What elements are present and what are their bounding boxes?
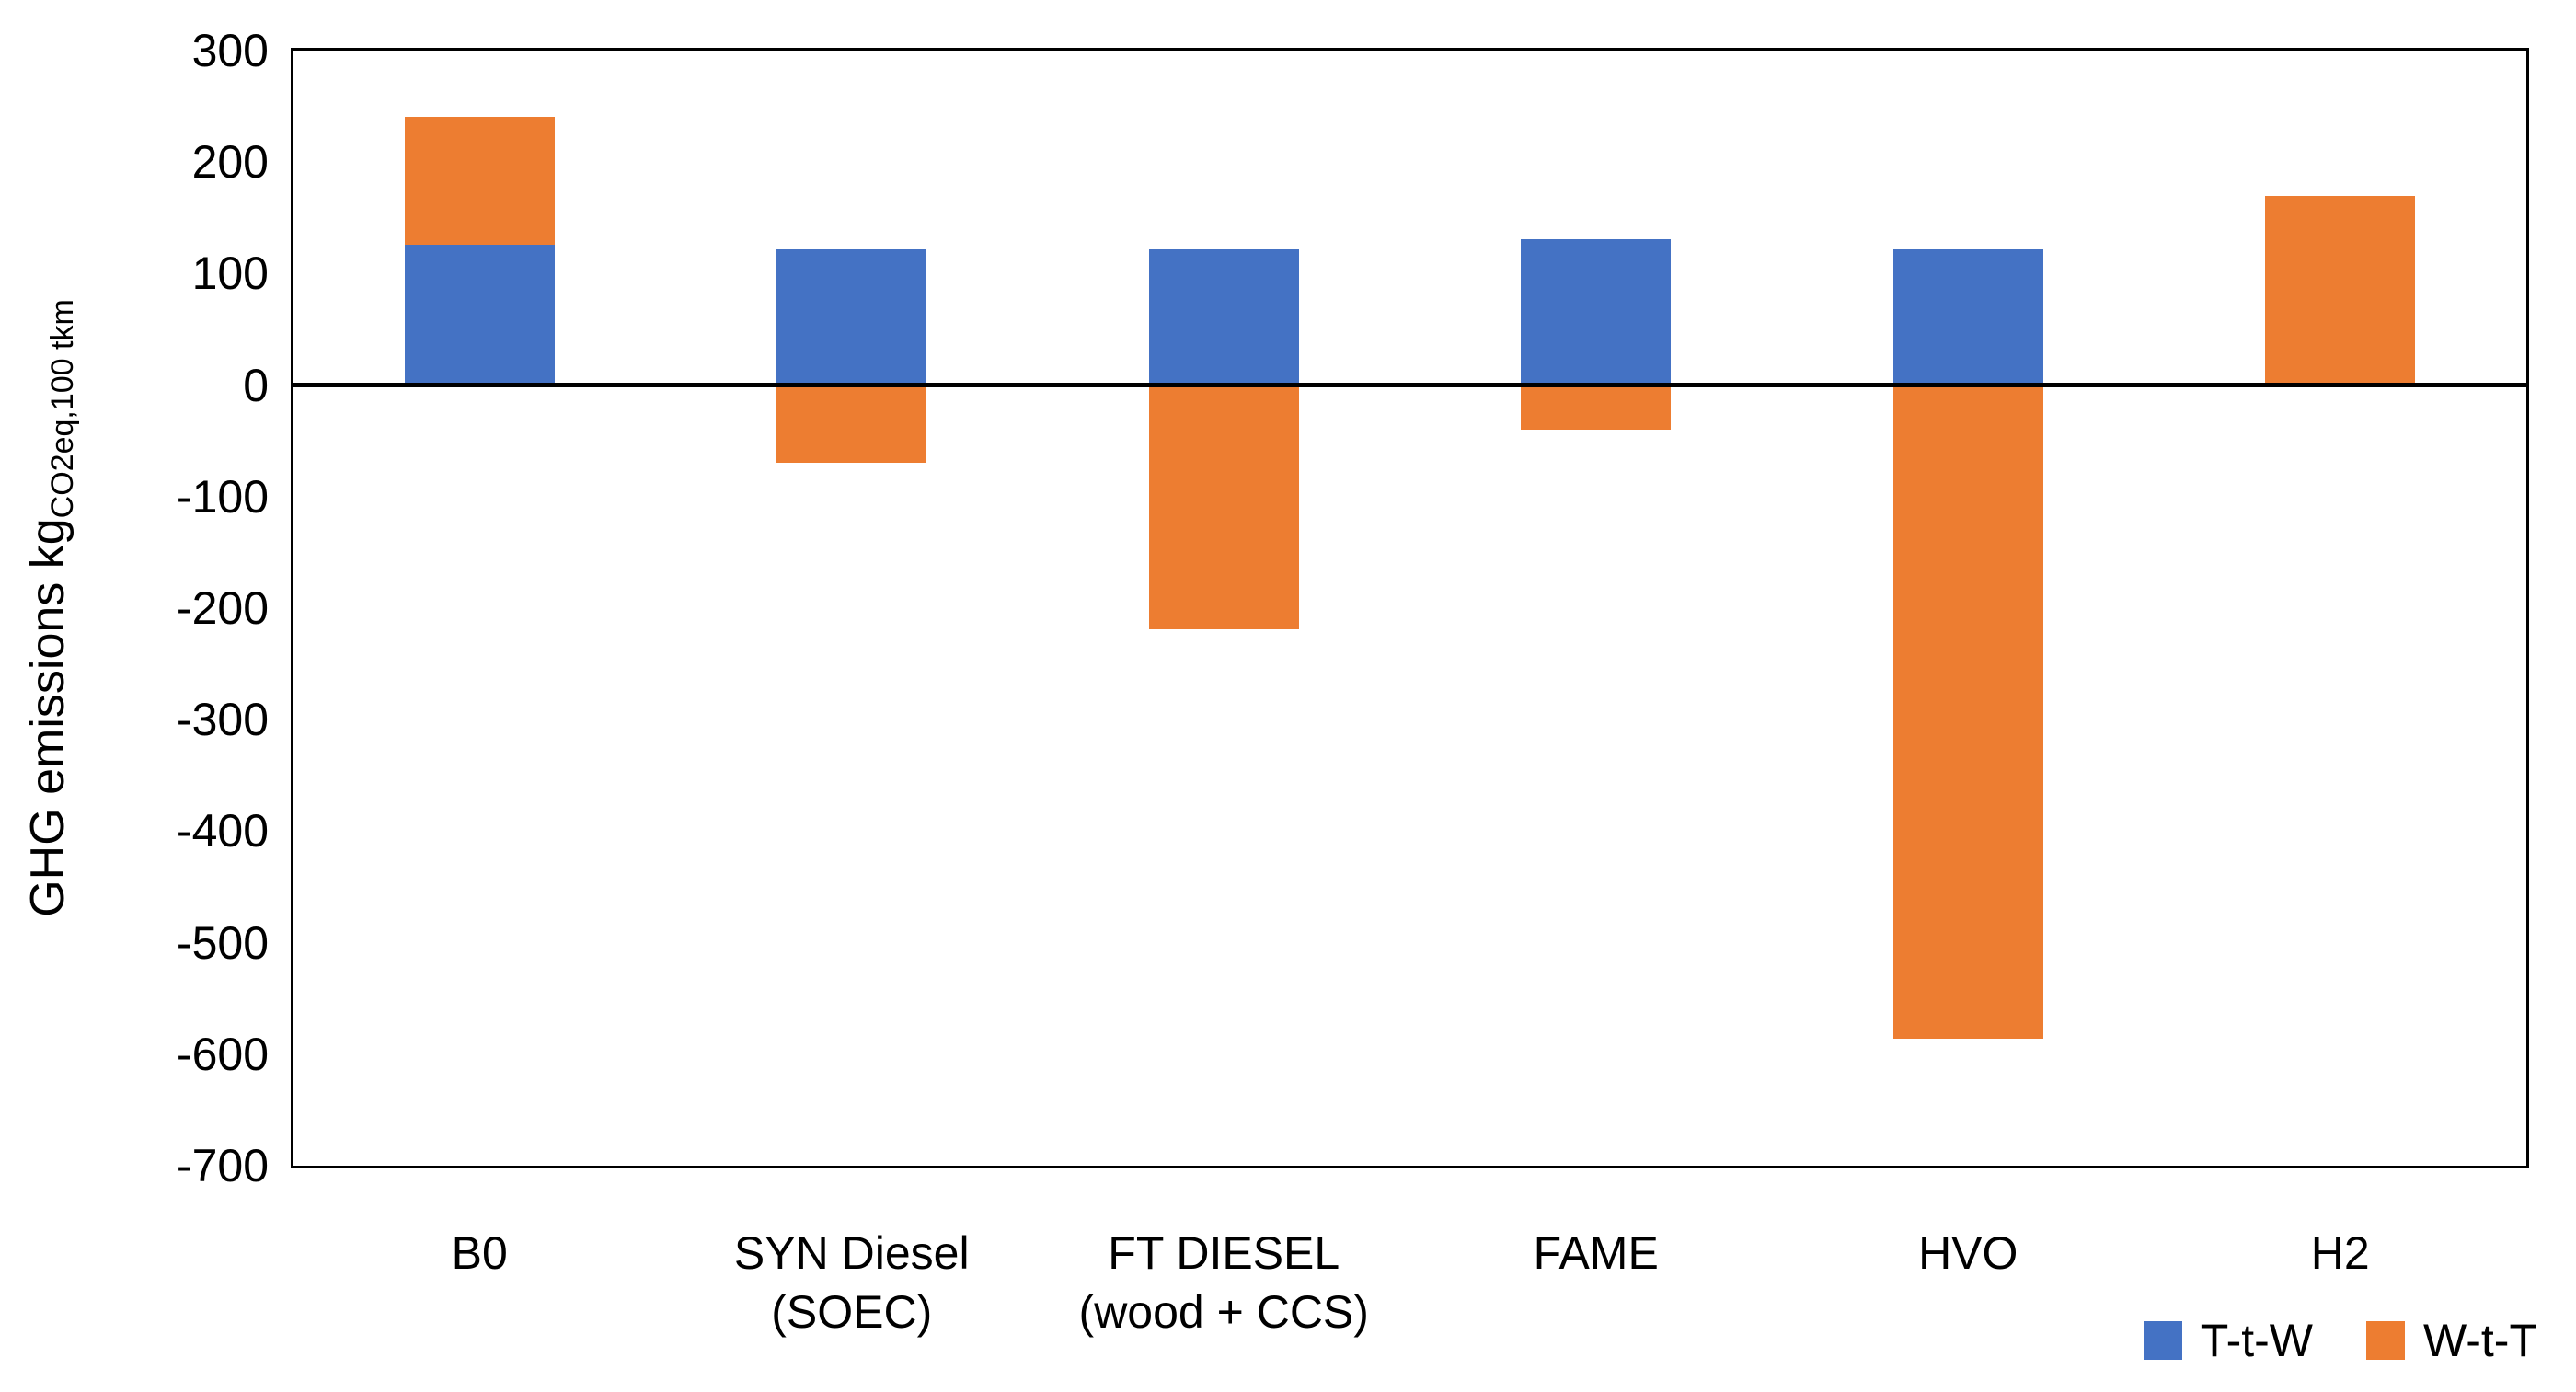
- x-axis-label-line: H2: [2310, 1227, 2370, 1279]
- x-axis-label-line: (wood + CCS): [1078, 1286, 1369, 1338]
- bar-segment-t-t-w: [1892, 248, 2043, 385]
- bar-segment-w-t-t: [1892, 385, 2043, 1039]
- y-tick-label: -500: [176, 916, 269, 969]
- x-axis-label-line: (SOEC): [771, 1286, 933, 1338]
- bar-segment-w-t-t: [2265, 195, 2416, 385]
- bar-segment-t-t-w: [404, 244, 555, 385]
- y-tick-label: -200: [176, 582, 269, 634]
- plot-area: [291, 48, 2529, 1168]
- y-tick-label: 100: [191, 247, 269, 300]
- zero-line: [291, 383, 2529, 388]
- y-tick-label: -300: [176, 694, 269, 746]
- y-tick-label: 0: [243, 359, 269, 411]
- bar-segment-t-t-w: [1521, 238, 1672, 385]
- legend-label: W-t-T: [2422, 1315, 2537, 1366]
- bar-segment-w-t-t: [1148, 385, 1299, 630]
- y-tick-label: -600: [176, 1028, 269, 1080]
- y-tick-label: -700: [176, 1140, 269, 1191]
- x-axis-label-line: FAME: [1533, 1227, 1659, 1279]
- x-axis-label: FT DIESEL (wood + CCS): [1038, 1224, 1410, 1341]
- x-axis-label: FAME: [1410, 1224, 1783, 1283]
- x-axis-label-line: FT DIESEL: [1108, 1227, 1340, 1279]
- x-axis-label-line: B0: [451, 1227, 508, 1279]
- bar-segment-t-t-w: [1148, 248, 1299, 385]
- legend: T-t-W W-t-T: [2143, 1315, 2537, 1366]
- legend-label: T-t-W: [2200, 1315, 2313, 1366]
- x-axis-label: B0: [293, 1224, 666, 1283]
- y-tick-label: -100: [176, 470, 269, 523]
- legend-swatch-icon: [2143, 1321, 2182, 1360]
- x-axis-label-line: HVO: [1918, 1227, 2018, 1279]
- x-axis-label: SYN Diesel (SOEC): [666, 1224, 1039, 1341]
- bar-segment-t-t-w: [776, 248, 927, 385]
- legend-swatch-icon: [2365, 1321, 2405, 1360]
- x-axis-label: HVO: [1782, 1224, 2155, 1283]
- x-axis-label-line: SYN Diesel: [733, 1227, 970, 1279]
- bar-segment-w-t-t: [1521, 385, 1672, 431]
- y-tick-label: -400: [176, 805, 269, 857]
- y-tick-label: 300: [191, 25, 269, 76]
- y-tick-label: 200: [191, 136, 269, 189]
- bar-segment-w-t-t: [404, 116, 555, 245]
- legend-item: T-t-W: [2143, 1315, 2313, 1366]
- legend-item: W-t-T: [2365, 1315, 2537, 1366]
- bar-segment-w-t-t: [776, 385, 927, 464]
- x-axis-label: H2: [2155, 1224, 2527, 1283]
